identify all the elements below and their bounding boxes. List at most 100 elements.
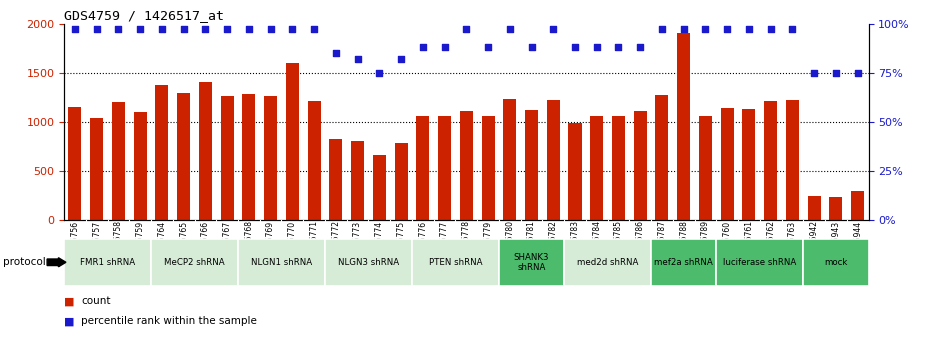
Text: GSM1145769: GSM1145769 [266,220,275,272]
Text: GSM1145760: GSM1145760 [723,220,732,272]
Bar [199,82,212,220]
Point [545,26,560,32]
Bar [503,99,516,220]
Point [524,44,539,50]
Bar [412,239,499,286]
Point [720,26,735,32]
Text: GSM1145775: GSM1145775 [397,220,406,272]
Bar [764,101,777,220]
Bar [325,239,412,286]
Text: GSM1145762: GSM1145762 [766,220,775,272]
Text: GSM1145944: GSM1145944 [853,220,862,272]
Bar [481,116,495,220]
Bar [69,107,81,220]
Bar [651,239,716,286]
Bar [612,116,625,220]
Point [133,26,148,32]
Text: luciferase shRNA: luciferase shRNA [723,258,796,267]
Point [394,56,409,62]
Bar [285,63,299,220]
Bar [829,197,842,220]
Bar [525,110,538,220]
Point [219,26,235,32]
Bar [238,239,325,286]
Text: ■: ■ [64,296,74,306]
Text: GSM1145763: GSM1145763 [788,220,797,272]
Point [480,44,495,50]
Text: GSM1145768: GSM1145768 [244,220,253,272]
Bar [330,139,342,220]
Text: MeCP2 shRNA: MeCP2 shRNA [164,258,225,267]
Bar [742,109,755,220]
Bar [786,100,799,220]
Bar [677,33,690,220]
Text: GSM1145756: GSM1145756 [71,220,79,272]
Text: GSM1145942: GSM1145942 [810,220,819,272]
Text: GSM1145764: GSM1145764 [157,220,167,272]
Point [633,44,648,50]
Text: GSM1145770: GSM1145770 [288,220,297,272]
Bar [634,111,647,220]
Bar [351,141,365,220]
Text: GSM1145785: GSM1145785 [614,220,623,272]
Point [655,26,670,32]
Bar [699,116,712,220]
Text: GSM1145783: GSM1145783 [571,220,579,272]
Point [68,26,83,32]
Bar [564,239,651,286]
Bar [177,93,190,220]
Point [502,26,517,32]
Text: GSM1145776: GSM1145776 [418,220,428,272]
Bar [591,116,603,220]
Point [372,70,387,76]
Text: GSM1145943: GSM1145943 [832,220,840,272]
Text: FMR1 shRNA: FMR1 shRNA [80,258,135,267]
Bar [395,143,408,220]
Text: GSM1145781: GSM1145781 [527,220,536,271]
Point [589,44,604,50]
Text: GSM1145784: GSM1145784 [593,220,601,272]
Text: GSM1145757: GSM1145757 [92,220,101,272]
Point [741,26,756,32]
Bar [721,108,734,220]
Point [459,26,474,32]
Point [350,56,365,62]
Bar [264,96,277,220]
Bar [804,239,869,286]
Bar [546,100,560,220]
Text: GSM1145780: GSM1145780 [505,220,514,272]
Point [306,26,321,32]
Bar [220,96,234,220]
Text: GSM1145759: GSM1145759 [136,220,145,272]
Bar [499,239,564,286]
Text: GSM1145771: GSM1145771 [310,220,318,272]
Point [763,26,778,32]
Bar [151,239,238,286]
Point [415,44,430,50]
Point [567,44,582,50]
Text: GSM1145779: GSM1145779 [483,220,493,272]
Point [176,26,191,32]
Text: GSM1145772: GSM1145772 [332,220,340,272]
Point [111,26,126,32]
Point [611,44,626,50]
Bar [155,85,169,220]
Bar [242,94,255,220]
Point [241,26,256,32]
Bar [716,239,804,286]
Text: NLGN1 shRNA: NLGN1 shRNA [251,258,312,267]
Text: GSM1145777: GSM1145777 [440,220,449,272]
Text: GSM1145765: GSM1145765 [179,220,188,272]
Point [154,26,170,32]
Point [284,26,300,32]
Text: percentile rank within the sample: percentile rank within the sample [81,316,257,326]
Text: GSM1145789: GSM1145789 [701,220,710,272]
Text: GSM1145787: GSM1145787 [658,220,667,272]
Text: mock: mock [824,258,848,267]
Text: count: count [81,296,110,306]
Bar [656,95,669,220]
Bar [373,155,386,220]
Point [850,70,865,76]
Text: med2d shRNA: med2d shRNA [577,258,639,267]
Point [698,26,713,32]
